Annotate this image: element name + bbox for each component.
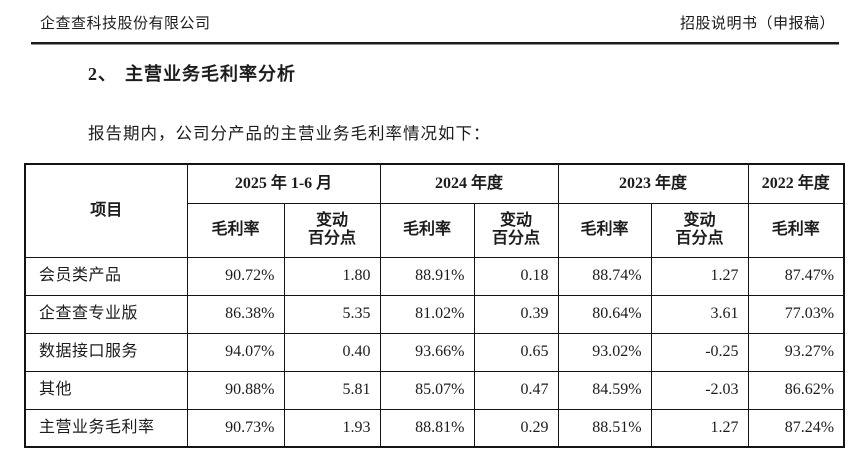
company-name: 企查查科技股份有限公司 [40, 16, 211, 32]
subheader-change-2023: 变动 百分点 [650, 202, 749, 258]
period-header-2022: 2022 年度 [747, 163, 845, 204]
data-cell: 88.74% [557, 256, 652, 296]
subheader-margin-2024: 毛利率 [379, 202, 475, 258]
data-cell: 0.47 [473, 370, 559, 410]
data-cell: 0.18 [473, 256, 559, 296]
item-column-header: 项目 [24, 163, 188, 258]
table-header-row-periods: 项目 2025 年 1-6 月 2024 年度 2023 年度 2022 年度 [24, 163, 845, 258]
data-cell: 0.40 [283, 332, 381, 372]
table-row-membership-products: 会员类产品 90.72% 1.80 88.91% 0.18 88.74% 1.2… [24, 256, 845, 296]
data-cell: 93.02% [557, 332, 652, 372]
data-cell: 90.73% [186, 408, 285, 448]
data-cell: 87.24% [747, 408, 845, 448]
data-cell: 1.93 [283, 408, 381, 448]
row-item-label: 其他 [24, 370, 188, 410]
data-cell: 1.27 [650, 408, 749, 448]
data-cell: 77.03% [747, 294, 845, 334]
data-cell: 5.81 [283, 370, 381, 410]
table-row-main-business-total: 主营业务毛利率 90.73% 1.93 88.81% 0.29 88.51% 1… [24, 408, 845, 448]
data-cell: 88.91% [379, 256, 475, 296]
data-cell: 3.61 [650, 294, 749, 334]
period-header-2023: 2023 年度 [557, 163, 749, 204]
data-cell: 1.80 [283, 256, 381, 296]
data-cell: 0.39 [473, 294, 559, 334]
table-row-others: 其他 90.88% 5.81 85.07% 0.47 84.59% -2.03 … [24, 370, 845, 410]
subheader-margin-2022: 毛利率 [747, 202, 845, 258]
data-cell: 1.27 [650, 256, 749, 296]
header-rule [31, 42, 839, 45]
gross-margin-table: 项目 2025 年 1-6 月 2024 年度 2023 年度 2022 年度 … [24, 163, 846, 448]
section-number: 2、 [88, 64, 117, 84]
subheader-margin-2025h1: 毛利率 [186, 202, 285, 258]
period-header-2024: 2024 年度 [379, 163, 559, 204]
data-cell: 84.59% [557, 370, 652, 410]
data-cell: -2.03 [650, 370, 749, 410]
period-header-2025h1: 2025 年 1-6 月 [186, 163, 381, 204]
data-cell: 86.38% [186, 294, 285, 334]
row-item-label: 主营业务毛利率 [24, 408, 188, 448]
data-cell: 0.29 [473, 408, 559, 448]
data-cell: 5.35 [283, 294, 381, 334]
data-cell: 85.07% [379, 370, 475, 410]
data-cell: 88.51% [557, 408, 652, 448]
page-header-row: 企查查科技股份有限公司 招股说明书（申报稿） [31, 12, 839, 33]
data-cell: -0.25 [650, 332, 749, 372]
data-cell: 94.07% [186, 332, 285, 372]
table-header-row-metrics: 毛利率 变动 百分点 毛利率 变动 百分点 毛利率 变动 百分点 毛利率 [25, 202, 845, 258]
data-cell: 0.65 [473, 332, 559, 372]
data-cell: 87.47% [747, 256, 845, 296]
table-row-professional-edition: 企查查专业版 86.38% 5.35 81.02% 0.39 80.64% 3.… [24, 294, 845, 334]
subheader-margin-2023: 毛利率 [557, 202, 652, 258]
data-cell: 86.62% [747, 370, 845, 410]
data-cell: 81.02% [379, 294, 475, 334]
row-item-label: 数据接口服务 [24, 332, 188, 372]
row-item-label: 会员类产品 [24, 256, 188, 296]
data-cell: 88.81% [379, 408, 475, 448]
section-title: 主营业务毛利率分析 [125, 64, 296, 84]
subheader-change-2025h1: 变动 百分点 [283, 202, 381, 258]
doc-title: 招股说明书（申报稿） [679, 16, 835, 32]
data-cell: 93.66% [379, 332, 475, 372]
data-cell: 80.64% [557, 294, 652, 334]
row-item-label: 企查查专业版 [24, 294, 188, 334]
data-cell: 93.27% [747, 332, 845, 372]
intro-paragraph: 报告期内，公司分产品的主营业务毛利率情况如下： [88, 124, 491, 143]
data-cell: 90.72% [186, 256, 285, 296]
page-header: 企查查科技股份有限公司 招股说明书（申报稿） [31, 12, 839, 45]
table-row-data-api-services: 数据接口服务 94.07% 0.40 93.66% 0.65 93.02% -0… [24, 332, 845, 372]
data-cell: 90.88% [186, 370, 285, 410]
section-heading: 2、 主营业务毛利率分析 [88, 60, 296, 86]
subheader-change-2024: 变动 百分点 [473, 202, 559, 258]
